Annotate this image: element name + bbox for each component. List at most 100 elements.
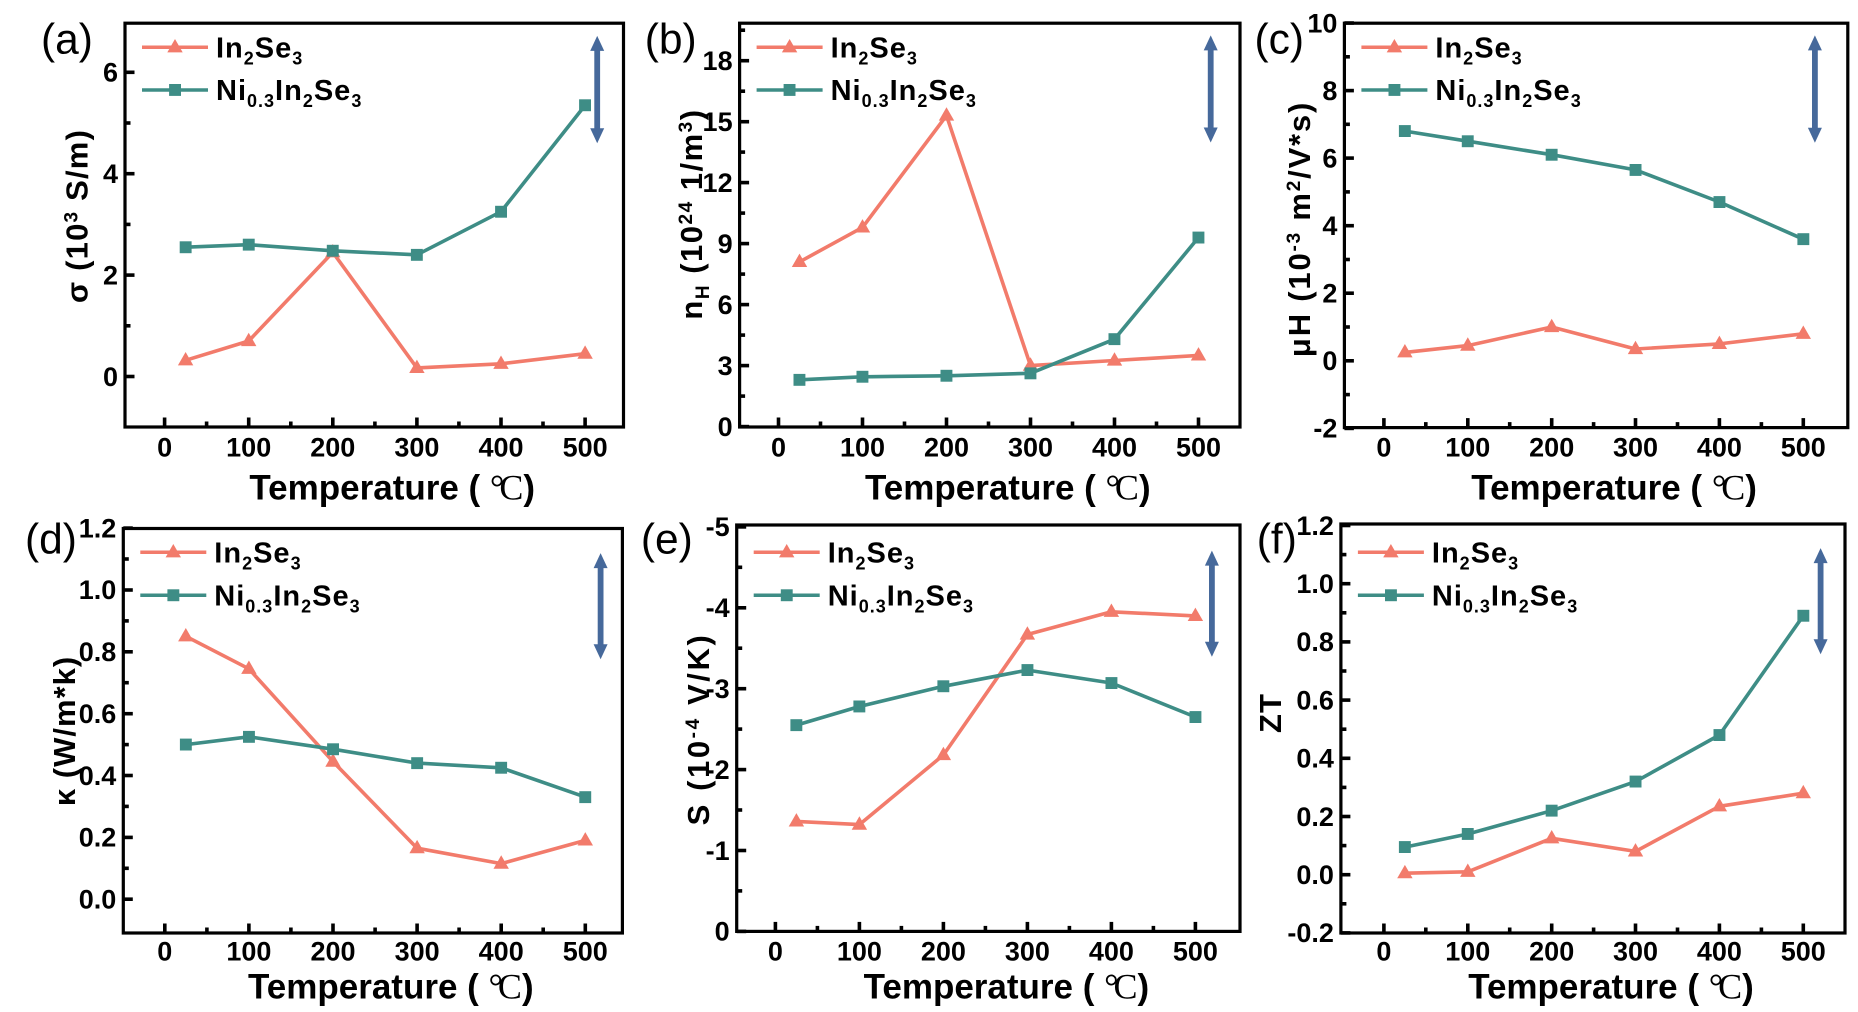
svg-text:(d): (d) [25, 516, 77, 563]
svg-text:σ (103 S/m): σ (103 S/m) [60, 129, 95, 303]
svg-text:ZT: ZT [1253, 693, 1288, 733]
svg-text:200: 200 [310, 936, 355, 966]
svg-text:3: 3 [718, 351, 733, 381]
svg-text:1.0: 1.0 [1296, 569, 1334, 599]
svg-text:Temperature ( °C): Temperature ( °C) [249, 467, 535, 507]
svg-text:100: 100 [837, 936, 882, 966]
svg-text:In2Se3: In2Se3 [216, 33, 303, 69]
svg-text:Ni0.3In2Se3: Ni0.3In2Se3 [1432, 581, 1578, 617]
svg-text:0: 0 [718, 412, 733, 442]
svg-text:In2Se3: In2Se3 [828, 538, 915, 574]
svg-text:nH (1024 1/m3): nH (1024 1/m3) [674, 108, 714, 319]
svg-text:Temperature ( °C): Temperature ( °C) [1471, 467, 1757, 507]
svg-text:200: 200 [310, 433, 355, 463]
svg-text:6: 6 [103, 58, 118, 88]
svg-text:-3: -3 [706, 674, 730, 704]
svg-text:9: 9 [718, 229, 733, 259]
svg-text:Ni0.3In2Se3: Ni0.3In2Se3 [831, 75, 977, 111]
svg-text:(e): (e) [641, 516, 693, 563]
svg-text:Ni0.3In2Se3: Ni0.3In2Se3 [1435, 75, 1581, 111]
svg-text:-2: -2 [1313, 414, 1337, 444]
svg-text:100: 100 [226, 433, 271, 463]
svg-text:400: 400 [478, 433, 523, 463]
svg-text:(b): (b) [645, 17, 697, 64]
svg-text:(c): (c) [1255, 17, 1305, 64]
svg-text:In2Se3: In2Se3 [214, 538, 301, 574]
svg-text:500: 500 [1781, 433, 1826, 463]
svg-text:1.0: 1.0 [79, 575, 117, 605]
svg-text:In2Se3: In2Se3 [831, 33, 918, 69]
svg-text:6: 6 [1322, 143, 1337, 173]
svg-text:Ni0.3In2Se3: Ni0.3In2Se3 [828, 581, 974, 617]
svg-text:100: 100 [226, 936, 271, 966]
svg-text:300: 300 [1613, 433, 1658, 463]
svg-text:500: 500 [1781, 936, 1826, 966]
svg-text:400: 400 [1092, 433, 1137, 463]
svg-text:6: 6 [718, 290, 733, 320]
svg-text:In2Se3: In2Se3 [1435, 33, 1522, 69]
svg-text:400: 400 [1697, 936, 1742, 966]
svg-text:15: 15 [703, 107, 733, 137]
svg-text:0.0: 0.0 [1296, 860, 1334, 890]
svg-text:-0.2: -0.2 [1287, 918, 1334, 948]
svg-text:0.2: 0.2 [79, 823, 117, 853]
svg-text:S (10-4 V/K): S (10-4 V/K) [681, 633, 716, 826]
svg-text:0: 0 [1322, 346, 1337, 376]
svg-text:0.6: 0.6 [79, 699, 117, 729]
svg-text:0.2: 0.2 [1296, 802, 1334, 832]
svg-text:4: 4 [103, 159, 118, 189]
svg-text:μH (10-3 m2/V*s): μH (10-3 m2/V*s) [1282, 101, 1317, 357]
svg-text:0: 0 [157, 433, 172, 463]
svg-text:0.8: 0.8 [79, 637, 117, 667]
svg-text:Temperature ( °C): Temperature ( °C) [248, 967, 534, 1007]
svg-text:0: 0 [103, 362, 118, 392]
svg-text:0: 0 [1376, 433, 1391, 463]
svg-text:400: 400 [1697, 433, 1742, 463]
svg-text:200: 200 [924, 433, 969, 463]
svg-text:4: 4 [1322, 211, 1337, 241]
svg-text:200: 200 [1529, 433, 1574, 463]
svg-text:Temperature ( °C): Temperature ( °C) [1468, 967, 1754, 1007]
svg-text:500: 500 [1176, 433, 1221, 463]
svg-text:200: 200 [921, 936, 966, 966]
svg-text:0.8: 0.8 [1296, 627, 1334, 657]
svg-text:Ni0.3In2Se3: Ni0.3In2Se3 [216, 75, 362, 111]
svg-text:100: 100 [1445, 433, 1490, 463]
svg-text:1.2: 1.2 [79, 513, 117, 543]
svg-text:2: 2 [1322, 279, 1337, 309]
svg-text:200: 200 [1529, 936, 1574, 966]
svg-text:Ni0.3In2Se3: Ni0.3In2Se3 [214, 581, 360, 617]
svg-text:(a): (a) [41, 17, 93, 64]
svg-text:In2Se3: In2Se3 [1432, 538, 1519, 574]
svg-text:300: 300 [1005, 936, 1050, 966]
svg-text:300: 300 [394, 433, 439, 463]
svg-text:500: 500 [563, 433, 608, 463]
svg-text:0: 0 [1376, 936, 1391, 966]
svg-text:0: 0 [715, 917, 730, 947]
svg-text:500: 500 [1173, 936, 1218, 966]
svg-text:κ (W/m*k): κ (W/m*k) [47, 656, 82, 806]
svg-text:100: 100 [840, 433, 885, 463]
svg-text:-1: -1 [706, 836, 730, 866]
svg-text:0.6: 0.6 [1296, 685, 1334, 715]
svg-text:0: 0 [768, 936, 783, 966]
svg-text:0.0: 0.0 [79, 885, 117, 915]
svg-text:400: 400 [479, 936, 524, 966]
svg-text:-2: -2 [706, 755, 730, 785]
svg-text:10: 10 [1307, 8, 1337, 38]
svg-text:2: 2 [103, 260, 118, 290]
svg-text:0.4: 0.4 [79, 761, 117, 791]
svg-text:300: 300 [395, 936, 440, 966]
svg-text:Temperature ( °C): Temperature ( °C) [864, 967, 1150, 1007]
svg-text:-5: -5 [706, 512, 730, 542]
svg-text:8: 8 [1322, 76, 1337, 106]
svg-text:12: 12 [703, 168, 733, 198]
svg-text:0: 0 [157, 936, 172, 966]
svg-text:400: 400 [1089, 936, 1134, 966]
svg-text:0: 0 [771, 433, 786, 463]
svg-text:300: 300 [1613, 936, 1658, 966]
svg-text:18: 18 [703, 46, 733, 76]
svg-text:500: 500 [563, 936, 608, 966]
svg-text:-4: -4 [706, 593, 730, 623]
svg-text:300: 300 [1008, 433, 1053, 463]
